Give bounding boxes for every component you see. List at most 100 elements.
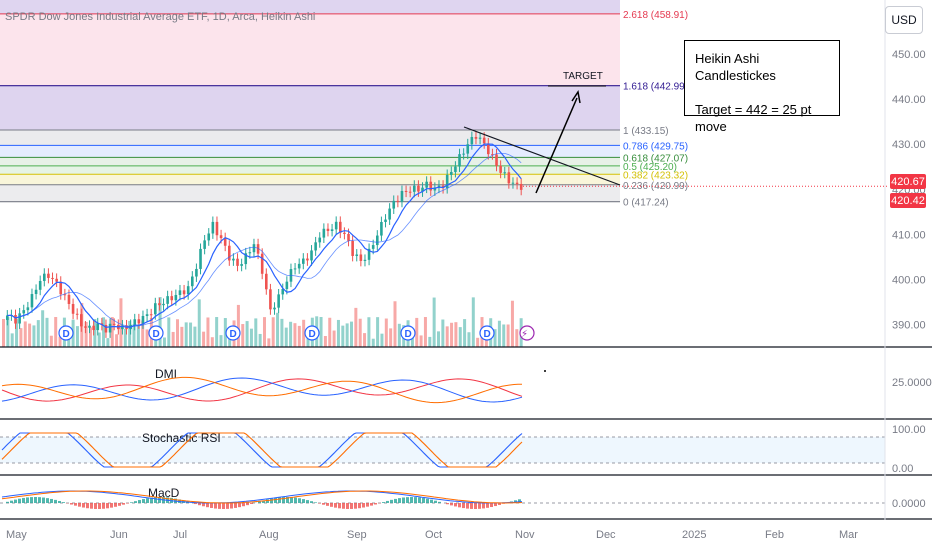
- volume-bar: [428, 336, 432, 347]
- candle-body: [166, 296, 169, 304]
- volume-bar: [176, 319, 179, 347]
- macd-histogram-bar: [330, 503, 333, 507]
- stoch-line: [1, 432, 523, 468]
- volume-bar: [41, 310, 45, 347]
- y-axis-tick: 410.00: [892, 229, 926, 241]
- candle-body: [84, 326, 87, 328]
- target-arrow-head: [571, 90, 581, 104]
- candle-body: [306, 258, 309, 261]
- fib-label: 0.786 (429.75): [623, 141, 688, 152]
- macd-histogram-bar: [402, 497, 405, 503]
- candle-body: [240, 264, 243, 266]
- macd-histogram-bar: [262, 500, 265, 503]
- candle-body: [211, 221, 215, 234]
- volume-bar: [115, 334, 119, 347]
- candle-body: [511, 182, 515, 184]
- candle-body: [199, 248, 202, 269]
- candle-body: [273, 307, 276, 310]
- volume-bar: [23, 321, 27, 347]
- volume-bar: [458, 327, 462, 347]
- candle-body: [376, 235, 379, 246]
- macd-histogram-bar: [438, 501, 441, 503]
- y-axis-tick: 440.00: [892, 94, 926, 106]
- macd-histogram-bar: [242, 503, 245, 507]
- candle-body: [51, 277, 54, 279]
- dividend-marker: [304, 325, 320, 341]
- volume-bar: [493, 329, 497, 347]
- macd-histogram-bar: [474, 503, 477, 509]
- macd-histogram-bar: [386, 500, 389, 503]
- volume-bar: [476, 337, 480, 347]
- macd-histogram-bar: [430, 499, 433, 503]
- macd-histogram-bar: [222, 503, 225, 509]
- candle-body: [47, 273, 50, 278]
- currency-button[interactable]: USD: [885, 6, 923, 34]
- current-price-tag: 420.67: [890, 174, 926, 189]
- candle-body: [499, 165, 502, 173]
- stoch-upper-value: 100.00: [892, 424, 926, 436]
- candle-body: [80, 314, 83, 327]
- target-label: TARGET: [563, 71, 603, 82]
- volume-bar: [350, 321, 353, 347]
- macd-histogram-bar: [42, 497, 45, 503]
- macd-histogram-bar: [58, 500, 61, 503]
- volume-bar: [506, 324, 510, 347]
- macd-histogram-bar: [14, 499, 17, 503]
- candle-body: [182, 290, 186, 295]
- volume-bar: [423, 317, 427, 347]
- macd-histogram-bar: [374, 503, 377, 505]
- candle-body: [355, 254, 359, 256]
- macd-histogram-bar: [382, 502, 385, 503]
- macd-histogram-bar: [86, 503, 89, 509]
- candle-body: [34, 289, 38, 295]
- macd-histogram-bar: [110, 503, 113, 508]
- macd-histogram-bar: [458, 503, 461, 508]
- volume-bar: [236, 304, 240, 347]
- volume-bar: [389, 328, 393, 347]
- candle-body: [265, 273, 268, 290]
- candle-body: [515, 182, 519, 184]
- stoch-line: [1, 432, 523, 468]
- volume-bar: [136, 324, 140, 347]
- candle-body: [112, 323, 116, 325]
- candle-body: [203, 240, 206, 249]
- macd-histogram-bar: [230, 503, 233, 509]
- macd-histogram-bar: [106, 503, 109, 509]
- candle-body: [322, 228, 326, 238]
- candle-body: [351, 240, 354, 256]
- macd-histogram-bar: [518, 499, 521, 503]
- volume-bar: [89, 327, 92, 347]
- candle-body: [207, 233, 211, 241]
- candle-body: [445, 174, 449, 189]
- candle-body: [18, 313, 21, 324]
- volume-bar: [223, 318, 227, 347]
- fib-label: 0.5 (425.20): [623, 162, 677, 173]
- stoch-lower-value: 0.00: [892, 463, 913, 475]
- macd-histogram-bar: [30, 497, 33, 503]
- macd-histogram-bar: [310, 501, 313, 503]
- volume-bar: [219, 335, 223, 347]
- volume-bar: [84, 321, 88, 347]
- candle-body: [38, 280, 42, 290]
- macd-histogram-bar: [134, 501, 137, 503]
- candle-body: [215, 221, 219, 236]
- candle-body: [256, 244, 260, 254]
- volume-bar: [371, 338, 375, 347]
- macd-histogram-bar: [238, 503, 241, 508]
- macd-histogram-bar: [314, 502, 317, 503]
- macd-histogram-bar: [46, 498, 49, 503]
- candle-body: [55, 278, 58, 282]
- dmi-value: 25.0000: [892, 377, 932, 389]
- candle-body: [388, 208, 391, 220]
- annotation-box[interactable]: Heikin Ashi Candlestickes Target = 442 =…: [684, 40, 840, 134]
- volume-bar: [254, 318, 258, 347]
- volume-bar: [58, 336, 62, 347]
- macd-histogram-bar: [130, 502, 133, 503]
- macd-histogram-bar: [90, 503, 93, 509]
- candle-body: [133, 319, 137, 325]
- volume-bar: [75, 326, 79, 347]
- candle-body: [454, 166, 457, 173]
- macd-histogram-bar: [286, 497, 289, 503]
- dividend-marker: [400, 325, 416, 341]
